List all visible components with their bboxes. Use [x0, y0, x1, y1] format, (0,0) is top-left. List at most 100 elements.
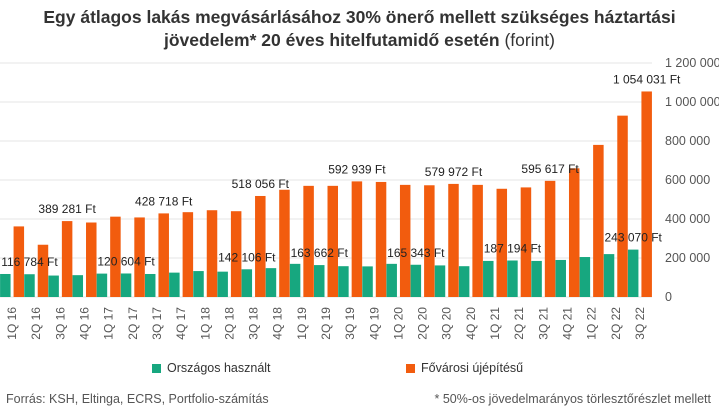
chart-title-line2: jövedelem* 20 éves hitelfutamidő esetén … — [0, 29, 719, 52]
legend-item-series-2: Fővárosi újépítésű — [406, 361, 523, 375]
y-tick-label: 1 200 000 — [665, 56, 719, 70]
bar-orszagos — [314, 265, 325, 297]
x-tick-label: 3Q 21 — [536, 307, 550, 340]
x-tick-label: 4Q 19 — [367, 307, 381, 340]
x-tick-label: 2Q 19 — [319, 307, 333, 340]
bar-orszagos — [507, 260, 518, 297]
bar-fovarosi — [351, 181, 363, 297]
bar-fovarosi — [593, 144, 604, 297]
y-tick-label: 1 000 000 — [665, 95, 719, 109]
bar-orszagos — [627, 249, 639, 297]
bar-fovarosi — [327, 185, 338, 297]
bar-orszagos — [338, 266, 349, 297]
bar-fovarosi — [182, 212, 194, 297]
x-tick-label: 1Q 21 — [488, 307, 502, 340]
bar-orszagos — [386, 263, 397, 297]
bar-orszagos — [120, 273, 132, 297]
x-tick-label: 3Q 16 — [53, 307, 67, 340]
x-tick-label: 1Q 22 — [585, 307, 599, 340]
x-tick-label: 3Q 19 — [343, 307, 357, 340]
bar-fovarosi — [61, 221, 73, 297]
bar-orszagos — [48, 275, 59, 297]
source-note: Forrás: KSH, Eltinga, ECRS, Portfolio-sz… — [6, 392, 269, 406]
bar-fovarosi — [230, 211, 242, 297]
x-tick-label: 1Q 18 — [198, 307, 212, 340]
x-tick-label: 2Q 18 — [222, 307, 236, 340]
data-label: 1 054 031 Ft — [613, 72, 681, 86]
bar-fovarosi — [496, 188, 508, 297]
bar-orszagos — [362, 266, 373, 297]
data-label: 142 106 Ft — [218, 250, 276, 264]
chart-title-line2-bold: jövedelem* 20 éves hitelfutamidő esetén — [164, 30, 500, 50]
y-tick-label: 600 000 — [665, 173, 710, 187]
x-tick-label: 2Q 21 — [512, 307, 526, 340]
bar-fovarosi — [375, 181, 387, 297]
x-tick-label: 2Q 22 — [609, 307, 623, 340]
chart-title-line1: Egy átlagos lakás megvásárlásához 30% ön… — [43, 7, 676, 27]
x-tick-label: 4Q 18 — [271, 307, 285, 340]
data-label: 116 784 Ft — [1, 255, 58, 269]
bar-fovarosi — [472, 184, 483, 297]
x-tick-label: 4Q 20 — [464, 307, 478, 340]
data-label: 518 056 Ft — [232, 177, 290, 191]
x-tick-label: 4Q 21 — [560, 307, 574, 340]
x-tick-label: 2Q 17 — [126, 307, 140, 340]
bar-fovarosi — [303, 185, 314, 297]
data-label: 163 662 Ft — [291, 246, 349, 260]
bar-orszagos — [193, 271, 204, 297]
x-tick-label: 4Q 17 — [174, 307, 188, 340]
bar-orszagos — [24, 274, 35, 297]
bar-orszagos — [603, 254, 615, 297]
data-label: 120 604 Ft — [97, 254, 155, 268]
bar-orszagos — [96, 273, 108, 297]
y-tick-label: 800 000 — [665, 134, 710, 148]
y-tick-label: 200 000 — [665, 251, 710, 265]
y-tick-label: 0 — [665, 290, 672, 304]
x-tick-label: 3Q 17 — [150, 307, 164, 340]
bar-fovarosi — [206, 210, 218, 297]
bar-orszagos — [144, 273, 156, 297]
bar-orszagos — [72, 275, 84, 297]
bar-fovarosi — [134, 217, 145, 297]
x-tick-label: 1Q 17 — [102, 307, 116, 340]
footnote: * 50%-os jövedelmarányos törlesztőrészle… — [434, 392, 711, 406]
x-tick-label: 4Q 16 — [78, 307, 92, 340]
bar-fovarosi — [544, 180, 556, 297]
x-tick-label: 1Q 19 — [295, 307, 309, 340]
bar-fovarosi — [568, 168, 580, 297]
legend-label-series-1: Országos használt — [167, 361, 271, 375]
bar-orszagos — [555, 259, 566, 297]
bar-fovarosi — [641, 91, 652, 297]
bar-orszagos — [531, 260, 542, 297]
bar-orszagos — [265, 268, 277, 297]
bar-orszagos — [241, 269, 253, 297]
x-tick-label: 3Q 18 — [247, 307, 261, 340]
bar-orszagos — [289, 263, 301, 297]
bar-fovarosi — [617, 115, 628, 298]
x-tick-label: 2Q 20 — [416, 307, 430, 340]
bar-fovarosi — [255, 195, 266, 297]
bar-fovarosi — [37, 244, 49, 297]
data-label: 165 343 Ft — [387, 246, 445, 260]
x-tick-label: 3Q 20 — [440, 307, 454, 340]
bar-fovarosi — [86, 222, 97, 297]
data-label: 187 194 Ft — [484, 241, 542, 255]
data-label: 389 281 Ft — [38, 202, 96, 216]
legend-swatch-orange — [406, 363, 415, 373]
legend-item-series-1: Országos használt — [152, 361, 271, 375]
x-tick-label: 3Q 22 — [633, 307, 647, 340]
data-label: 243 070 Ft — [604, 231, 662, 245]
bar-orszagos — [217, 271, 228, 297]
bar-orszagos — [483, 260, 494, 297]
y-tick-label: 400 000 — [665, 212, 710, 226]
legend-label-series-2: Fővárosi újépítésű — [421, 361, 524, 375]
chart-title: Egy átlagos lakás megvásárlásához 30% ön… — [0, 6, 719, 52]
bar-fovarosi — [110, 216, 121, 297]
data-label: 428 718 Ft — [135, 194, 193, 208]
bar-orszagos — [458, 266, 470, 297]
bar-fovarosi — [424, 185, 435, 297]
bar-orszagos — [579, 257, 591, 297]
bar-fovarosi — [399, 184, 411, 297]
bar-fovarosi — [279, 189, 290, 297]
